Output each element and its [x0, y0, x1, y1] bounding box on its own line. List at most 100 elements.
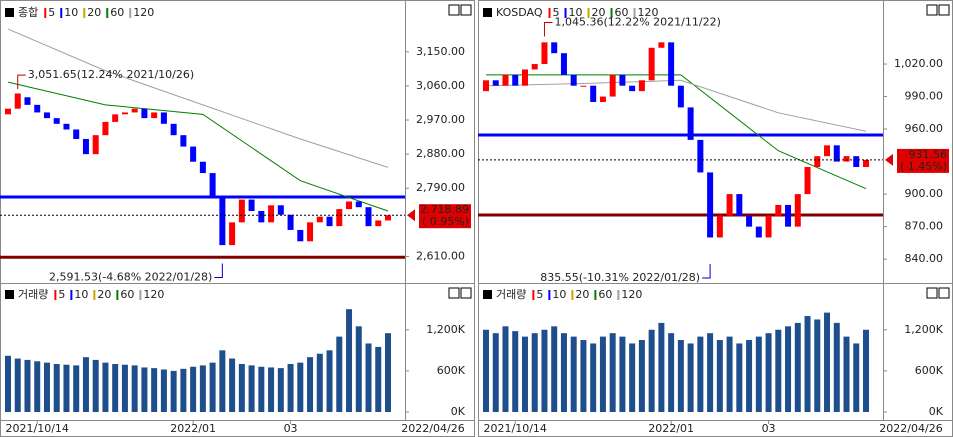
legend-swatch — [617, 290, 620, 300]
volume-bar — [590, 343, 597, 412]
close-button[interactable] — [938, 4, 950, 16]
candle — [336, 209, 343, 227]
volume-bar — [580, 340, 587, 412]
close-button[interactable] — [460, 4, 472, 16]
volume-bar — [141, 367, 148, 412]
close-button[interactable] — [460, 287, 472, 299]
restore-button[interactable] — [448, 4, 460, 16]
volume-bar — [5, 355, 11, 412]
last-change: ( 1.45%) — [900, 160, 947, 173]
y-tick-label: 2,880.00 — [416, 147, 465, 160]
candle — [785, 204, 792, 227]
volume-bar — [24, 359, 31, 412]
candle — [746, 215, 753, 227]
candle — [385, 215, 391, 221]
volume-bar — [551, 326, 558, 412]
moving-average — [486, 74, 867, 190]
candle — [512, 74, 519, 86]
candle — [804, 167, 811, 195]
volume-bar — [755, 336, 762, 412]
x-tick-label: 2022/01 — [648, 422, 694, 435]
legend-swatch — [564, 8, 567, 18]
candle — [824, 145, 831, 157]
legend-title: 거래량 — [496, 288, 526, 301]
volume-bar — [707, 333, 714, 412]
legend-icon — [5, 290, 14, 299]
volume-bar — [521, 336, 528, 412]
volume-bar — [697, 336, 704, 412]
candle — [755, 226, 762, 238]
candle — [160, 112, 167, 124]
volume-bar — [677, 340, 684, 412]
restore-button[interactable] — [926, 287, 938, 299]
volume-bar — [687, 343, 694, 412]
volume-bar — [375, 346, 382, 412]
legend-icon — [483, 290, 492, 299]
candle — [765, 215, 772, 238]
candle — [814, 156, 821, 168]
legend-entry: 60 — [615, 6, 629, 19]
candle — [355, 201, 362, 208]
candle — [502, 74, 509, 86]
candle — [531, 64, 538, 70]
volume-bar — [355, 326, 362, 412]
volume-bar — [92, 359, 99, 412]
candle — [219, 195, 226, 246]
legend-entry: 20 — [592, 6, 606, 19]
last-price-box — [419, 204, 471, 229]
candle — [599, 96, 606, 102]
legend-swatch — [93, 290, 96, 300]
candle — [541, 42, 548, 65]
candle — [483, 80, 489, 92]
candle — [238, 199, 245, 223]
candle — [492, 80, 499, 86]
candle — [794, 194, 801, 227]
candle — [853, 156, 860, 168]
restore-button[interactable] — [926, 4, 938, 16]
restore-button[interactable] — [448, 287, 460, 299]
last-price-box — [897, 148, 949, 173]
candle — [307, 222, 314, 242]
volume-bar — [668, 333, 675, 412]
candle — [521, 69, 528, 86]
volume-bar — [609, 333, 616, 412]
volume-bar — [863, 329, 869, 412]
y-tick-label: 3,060.00 — [416, 79, 465, 92]
legend-swatch — [139, 290, 142, 300]
last-price-marker — [885, 153, 893, 166]
volume-bar — [824, 312, 831, 412]
legend-entry: 5 — [48, 6, 55, 19]
end-date: 2022/04/26 — [879, 422, 942, 435]
volume-bar — [238, 364, 245, 412]
volume-bar — [63, 364, 70, 412]
y-tick-label: 1,020.00 — [894, 57, 943, 70]
close-button[interactable] — [938, 287, 950, 299]
legend-entry: 20 — [97, 288, 111, 301]
candle — [5, 108, 11, 115]
volume-bar — [190, 366, 197, 412]
candle — [629, 85, 636, 92]
volume-bar — [53, 364, 60, 412]
volume-bar — [199, 365, 206, 412]
candle — [726, 194, 733, 216]
candle — [648, 47, 655, 81]
legend-swatch — [532, 290, 535, 300]
candle — [82, 138, 89, 155]
candle — [697, 139, 704, 173]
candle — [863, 159, 869, 168]
annotation-arrow — [17, 74, 26, 90]
moving-average — [7, 28, 389, 168]
legend-entry: 10 — [74, 288, 88, 301]
candle — [277, 205, 284, 215]
legend-swatch — [60, 8, 63, 18]
volume-bar — [648, 329, 655, 412]
legend-swatch — [44, 8, 47, 18]
y-tick-label: 600K — [437, 364, 466, 377]
candle — [346, 201, 353, 210]
volume-bar — [794, 322, 801, 412]
volume-bar — [82, 357, 89, 412]
candle — [365, 207, 372, 227]
y-tick-label: 990.00 — [905, 90, 944, 103]
volume-bar — [814, 319, 821, 412]
